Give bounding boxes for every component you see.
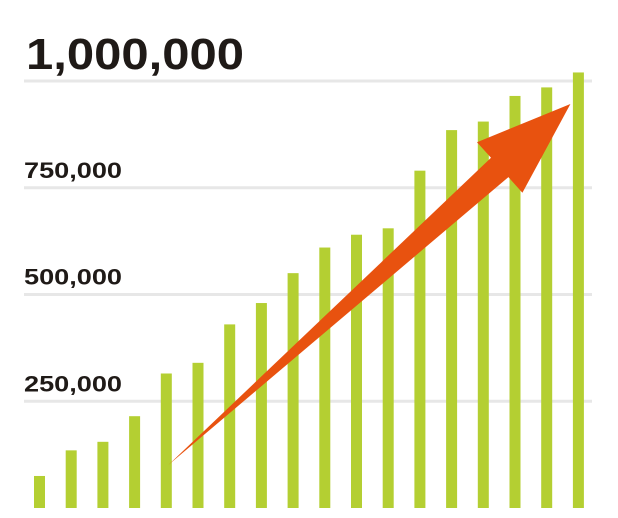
trend-arrow-layer — [168, 104, 571, 465]
trend-arrow-icon — [168, 104, 571, 465]
y-axis-tick-labels: 1,000,000 750,000 500,000 250,000 — [24, 30, 244, 396]
bar — [65, 450, 77, 508]
bar-series — [34, 72, 584, 509]
bar — [224, 324, 236, 508]
bar — [34, 475, 45, 508]
bar — [477, 121, 489, 508]
bar — [509, 95, 521, 508]
bar — [351, 234, 362, 508]
bar — [192, 362, 204, 508]
grid-lines — [24, 79, 592, 403]
bar — [129, 416, 141, 508]
bar — [319, 247, 331, 508]
bar — [160, 373, 172, 508]
bar — [97, 441, 109, 508]
bar — [382, 228, 394, 508]
bar — [572, 72, 584, 509]
y-tick-label: 500,000 — [24, 265, 122, 290]
bar — [446, 130, 458, 509]
bar — [541, 87, 553, 508]
y-tick-label: 750,000 — [24, 158, 122, 183]
bar — [414, 170, 426, 509]
y-tick-label: 250,000 — [24, 371, 122, 396]
y-tick-label: 1,000,000 — [26, 30, 244, 79]
bar — [287, 273, 299, 508]
bar — [255, 303, 267, 508]
